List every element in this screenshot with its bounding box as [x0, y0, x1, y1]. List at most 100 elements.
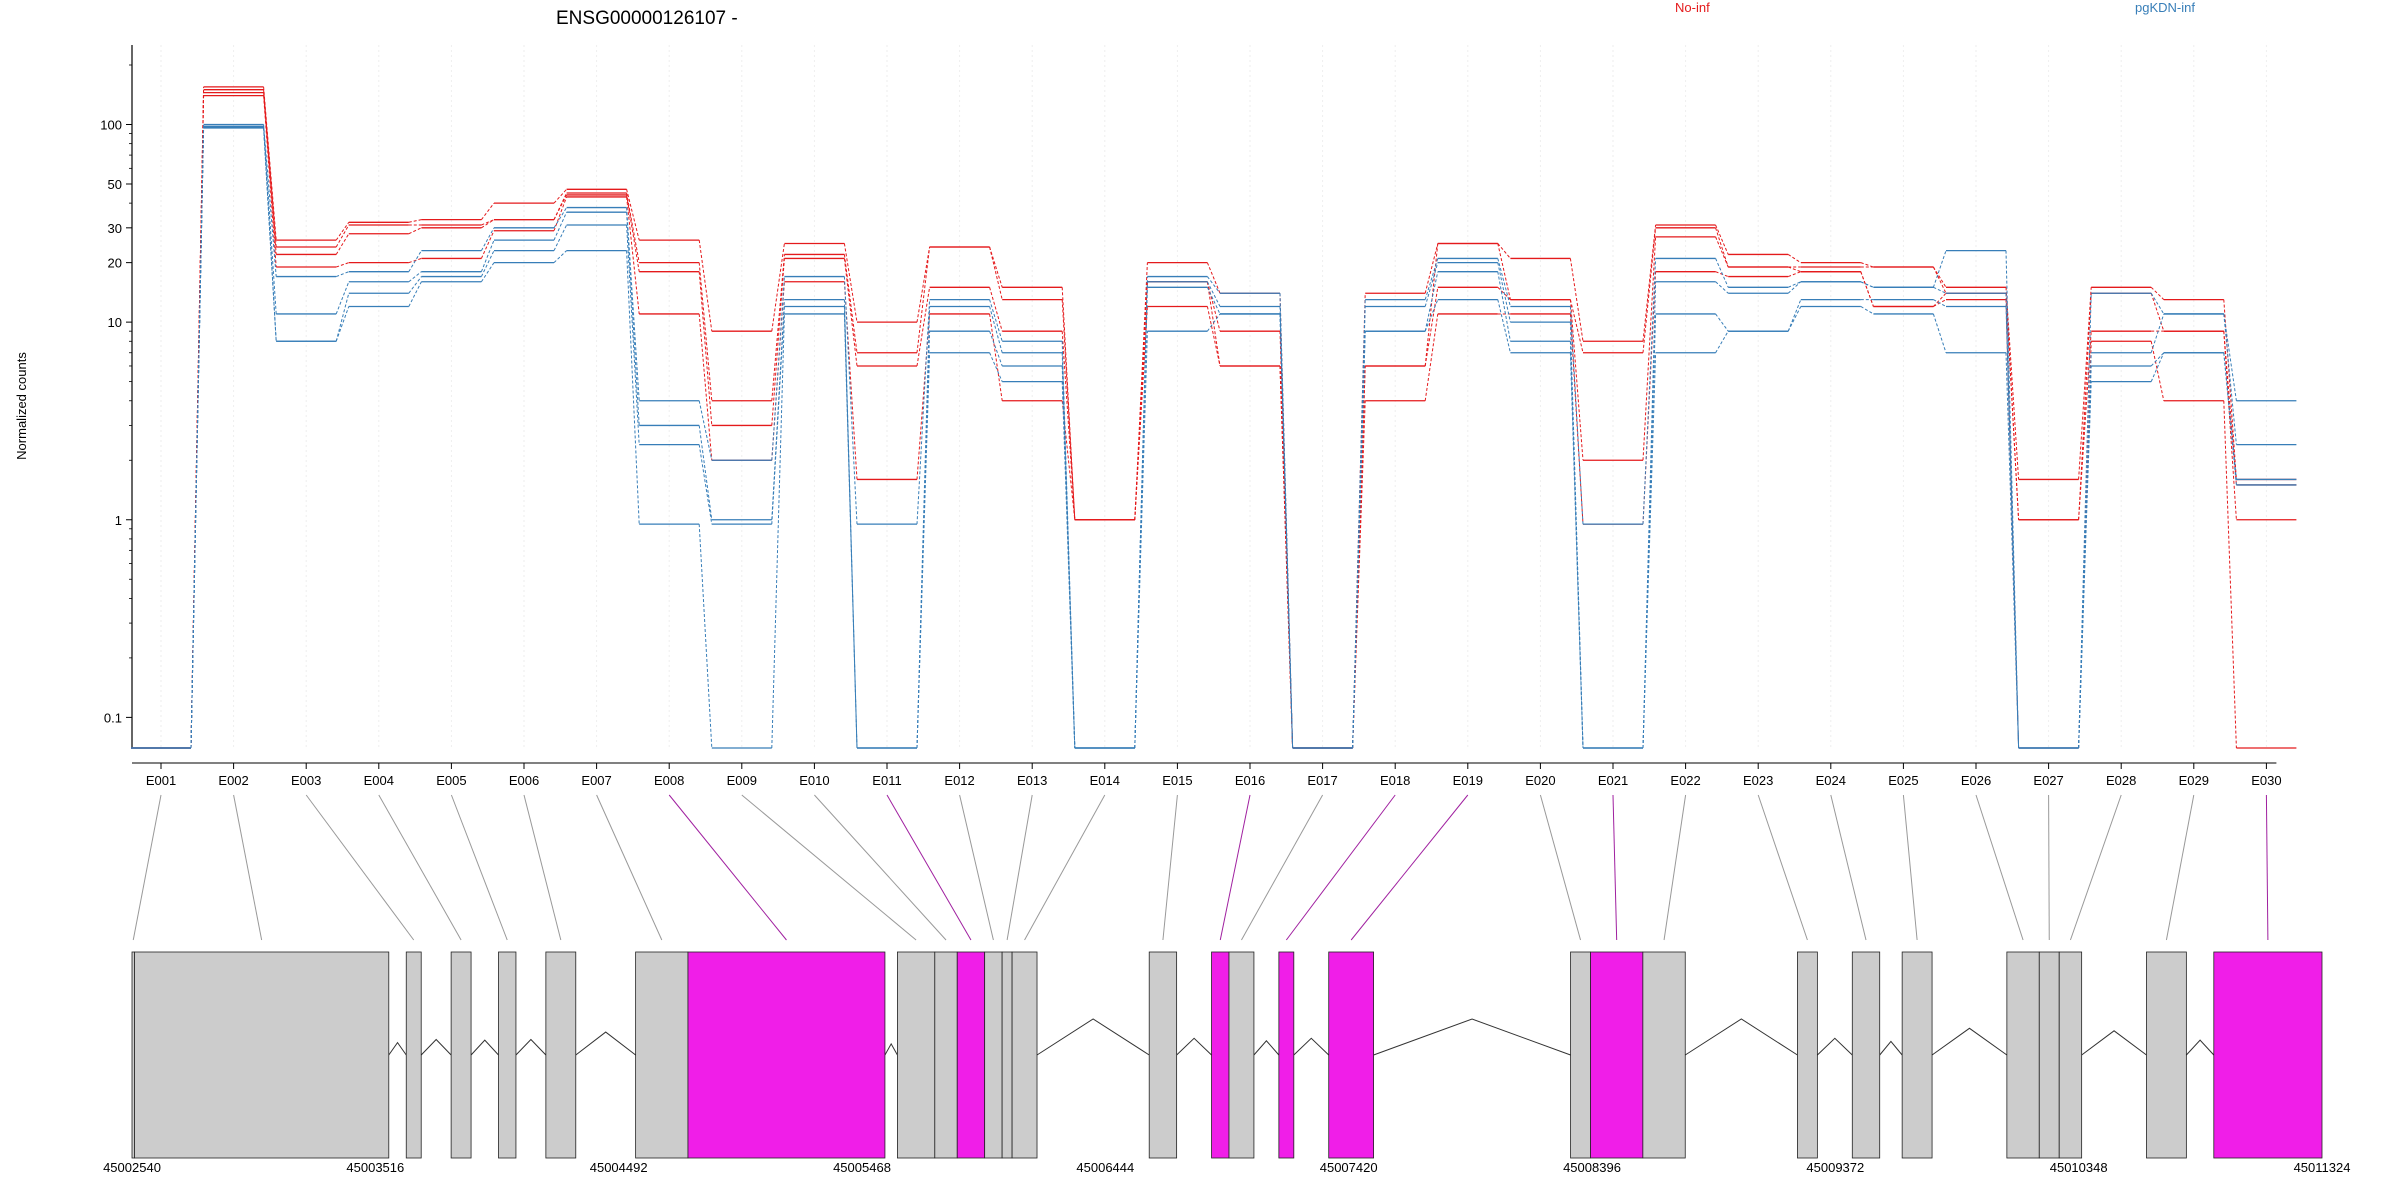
exon-connector-line [2165, 794, 2195, 941]
series-connector [698, 524, 713, 749]
genomic-coordinate-label: 45010348 [2050, 1160, 2108, 1175]
exon-connector-line [959, 794, 994, 941]
series-connector [1061, 331, 1076, 520]
exon-connector-line [233, 794, 263, 941]
exon-connector-line [450, 794, 508, 941]
exon-connector-line [1539, 794, 1582, 941]
series-connector [626, 250, 640, 525]
series-connector [335, 233, 350, 255]
series-connector [2005, 352, 2020, 749]
series-connector [916, 352, 931, 749]
exon-connector-line [886, 794, 972, 941]
series-connector [2078, 287, 2092, 480]
series-connector [1134, 287, 1148, 749]
series-connector [263, 92, 277, 255]
series-connector [263, 89, 277, 248]
exon-connector-line [2048, 794, 2050, 941]
series-connector [989, 352, 1003, 382]
x-tick-label: E019 [1453, 773, 1483, 788]
x-tick-label: E001 [146, 773, 176, 788]
series-connector [2223, 400, 2237, 749]
y-tick-label: 30 [108, 221, 122, 236]
legend-label-pgkdn-inf: pgKDN-inf [2135, 0, 2195, 15]
intron-line [884, 1042, 898, 1056]
genomic-coordinate-label: 45005468 [833, 1160, 891, 1175]
series-connector [1715, 236, 1729, 268]
series-connector [1932, 250, 1947, 288]
series-connector [843, 276, 858, 525]
series-connector [1206, 262, 1221, 294]
x-tick-label: E020 [1525, 773, 1555, 788]
exon-box [1901, 951, 1933, 1159]
series-connector [481, 202, 495, 220]
series-connector [1569, 352, 1584, 749]
series-connector [2078, 381, 2092, 749]
series-connector [1206, 287, 1221, 315]
exon-box [2006, 951, 2040, 1159]
intron-line [1293, 1037, 1330, 1056]
series-connector [1497, 243, 1511, 259]
series-connector [989, 313, 1003, 401]
exon-connector-line [1024, 794, 1106, 941]
plot-area: 0.1 1 10 20 30 50 100 E001 E002 E003 E004 E005 E006 E… [100, 45, 2350, 1175]
y-axis-label: Normalized counts [14, 352, 29, 460]
series-connector [1787, 281, 1802, 288]
genomic-coordinate-label: 45007420 [1320, 1160, 1378, 1175]
intron-line [1176, 1037, 1212, 1056]
series-connector [916, 287, 931, 367]
series-connector [1642, 258, 1657, 525]
x-tick-label: E015 [1162, 773, 1192, 788]
x-tick-label: E004 [364, 773, 394, 788]
exon-box [934, 951, 958, 1159]
series-connector [2150, 292, 2165, 315]
series-connector [2223, 331, 2237, 520]
series-connector [916, 331, 931, 749]
series-connector [480, 262, 495, 283]
exon-box [1570, 951, 1591, 1159]
series-connector [408, 227, 422, 235]
series-connector [2078, 293, 2092, 749]
series-connector [1279, 306, 1294, 749]
series-connector [1933, 292, 1947, 307]
x-tick-label: E016 [1235, 773, 1265, 788]
series-connector [1134, 331, 1148, 749]
x-tick-label: E003 [291, 773, 321, 788]
series-connector [1497, 271, 1511, 342]
series-connector [1933, 286, 1947, 294]
series-connector [336, 271, 349, 278]
exon-box [545, 951, 577, 1159]
x-tick-label: E011 [872, 773, 901, 788]
series-connector [626, 224, 640, 445]
series-connector [480, 239, 495, 272]
exon-box-highlighted [1211, 951, 1230, 1159]
series-connector [1569, 299, 1584, 461]
exon-connector-line [1219, 794, 1251, 941]
series-connector [335, 224, 350, 248]
series-connector [1424, 262, 1439, 307]
intron-line [515, 1038, 547, 1056]
series-connector [1206, 281, 1221, 367]
series-connector [1860, 262, 1874, 268]
intron-line [1879, 1040, 1903, 1056]
series-connector [1788, 266, 1801, 273]
series-connector [408, 250, 422, 272]
series-connector [1787, 299, 1802, 332]
series-connector [1642, 281, 1657, 749]
series-connector [916, 246, 931, 323]
series-connector [1497, 262, 1511, 323]
x-tick-label: E006 [509, 773, 539, 788]
exon-connector-line [814, 794, 947, 941]
intron-line [1036, 1018, 1150, 1056]
x-tick-label: E007 [581, 773, 611, 788]
exon-box [984, 951, 1003, 1159]
intron-line [1373, 1018, 1571, 1056]
series-connector [553, 207, 568, 229]
intron-line [2081, 1030, 2147, 1056]
series-connector [335, 306, 350, 342]
exon-connector-line [1902, 794, 1918, 941]
series-connector [1715, 281, 1729, 294]
intron-line [1817, 1037, 1853, 1056]
genomic-coordinate-label: 45011324 [2294, 1160, 2351, 1175]
series-connector [1860, 306, 1874, 315]
